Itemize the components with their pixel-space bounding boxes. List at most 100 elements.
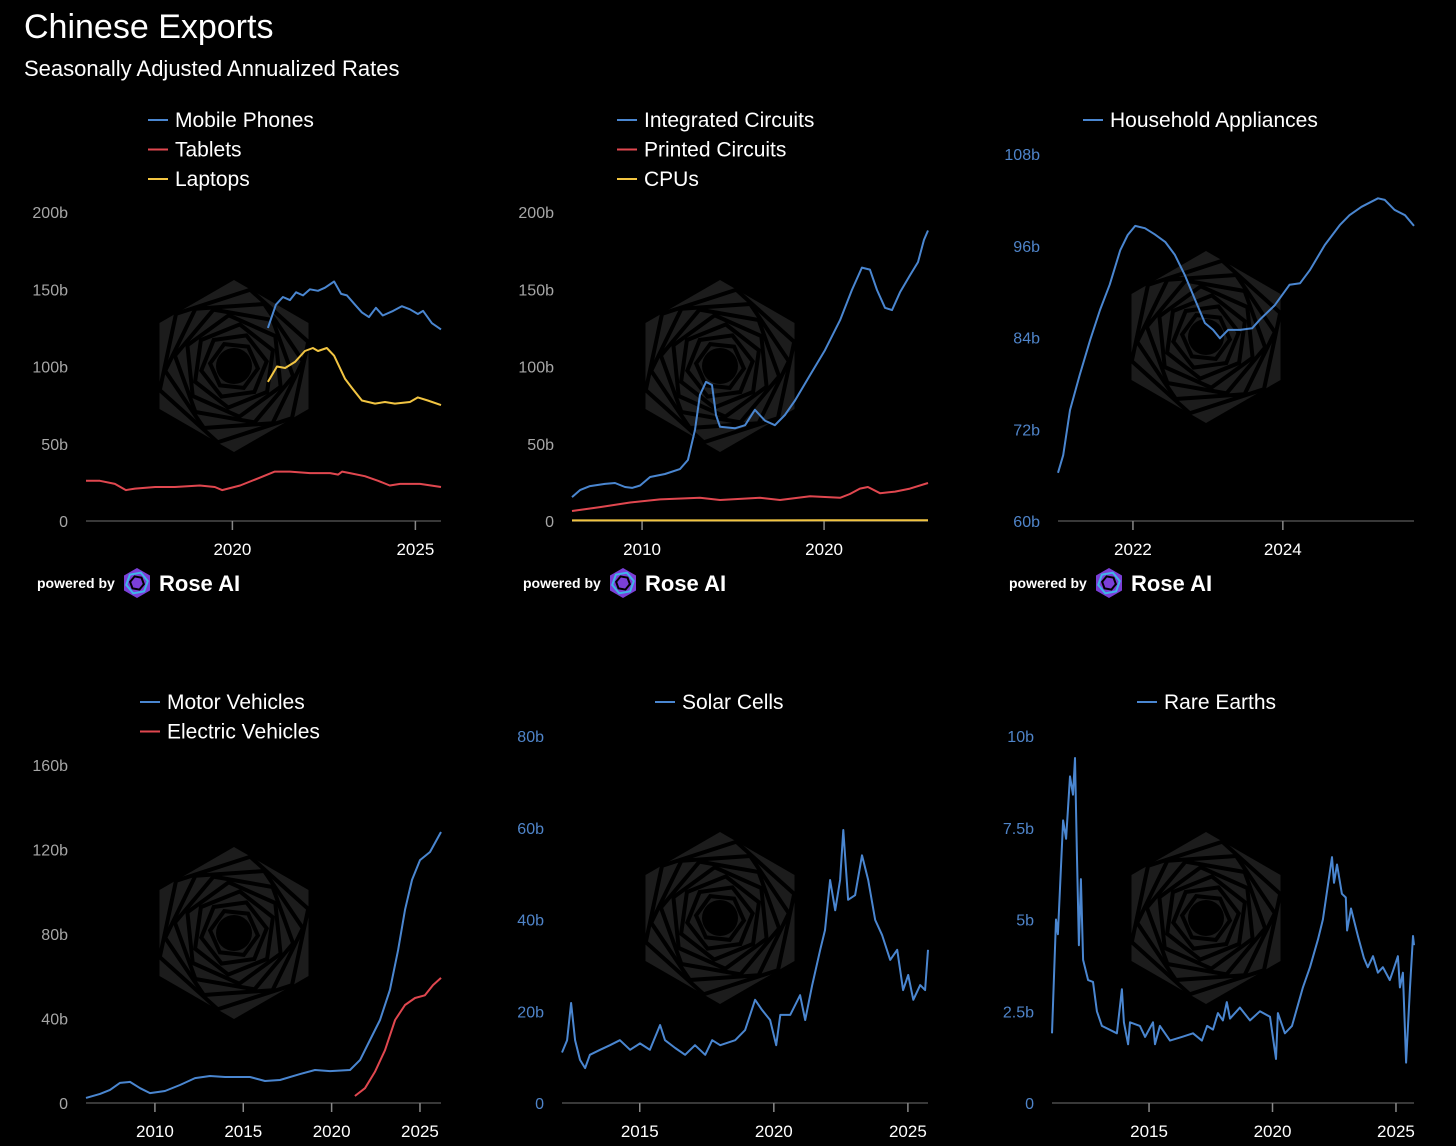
legend-label: Electric Vehicles [167,721,320,744]
legend-label: Rare Earths [1164,691,1276,714]
powered-by-label: powered by [1009,575,1087,591]
brand-name: Rose AI [1131,571,1212,596]
y-tick-label: 72b [1013,422,1040,439]
series-line-tablets [86,470,442,492]
rose-ai-logo-icon [124,568,150,598]
y-tick-label: 120b [32,843,68,860]
legend-label: Integrated Circuits [644,109,814,132]
legend-label: Printed Circuits [644,139,786,162]
x-tick-label: 2025 [396,540,434,559]
series-line-motor-vehicles [85,831,442,1099]
x-tick-label: 2020 [1254,1122,1292,1141]
x-tick-label: 2025 [1377,1122,1415,1141]
watermark-logo-icon [1129,832,1283,1004]
watermark-logo-icon [643,832,797,1004]
series-line-integrated-circuits [571,230,929,498]
y-tick-label: 100b [518,360,554,377]
legend-item[interactable]: CPUs [617,168,699,191]
chart-panel-4: 0 40b 80b 120b 160b 2010 2015 2020 2025 Motor Veh… [32,691,442,1141]
series-line-household-appliances [1057,197,1415,474]
legend-label: Motor Vehicles [167,691,305,714]
y-tick-label: 40b [41,1012,68,1029]
x-tick-label: 2025 [401,1122,439,1141]
chart-panel-3: 60b 72b 84b 96b 108b 2022 2024 Household Applia… [1004,109,1415,598]
legend-label: Laptops [175,168,250,191]
brand-name: Rose AI [645,571,726,596]
x-tick-label: 2010 [623,540,661,559]
page-subtitle: Seasonally Adjusted Annualized Rates [24,56,399,81]
legend-item[interactable]: Integrated Circuits [617,109,814,132]
legend-label: Tablets [175,139,242,162]
powered-by-label: powered by [523,575,601,591]
powered-by-badge[interactable]: powered by Rose AI [523,568,726,598]
series-line-electric-vehicles [354,977,442,1097]
chart-panel-6: 0 2.5b 5b 7.5b 10b 2015 2020 2025 Rare Earths [1003,691,1415,1141]
powered-by-badge[interactable]: powered by Rose AI [1009,568,1212,598]
legend-item[interactable]: Mobile Phones [148,109,314,132]
legend-label: Solar Cells [682,691,784,714]
legend-item[interactable]: Household Appliances [1083,109,1318,132]
series-line-rare-earths [1051,757,1415,1064]
y-tick-label: 50b [41,437,68,454]
y-tick-label: 100b [32,360,68,377]
page-title: Chinese Exports [24,8,273,46]
y-tick-label: 0 [535,1096,544,1113]
y-tick-label: 150b [32,282,68,299]
series-line-laptops [267,347,442,407]
legend-label: Household Appliances [1110,109,1318,132]
watermark-logo-icon [157,280,311,452]
legend-item[interactable]: Tablets [148,139,242,162]
x-tick-label: 2022 [1114,540,1152,559]
powered-by-label: powered by [37,575,115,591]
y-tick-label: 10b [1007,729,1034,746]
x-tick-label: 2015 [224,1122,262,1141]
legend-item[interactable]: Printed Circuits [617,139,786,162]
chart-panel-2: 0 50b 100b 150b 200b 2010 2020 Integrated Circu… [518,109,929,598]
legend-item[interactable]: Motor Vehicles [140,691,305,714]
y-tick-label: 60b [517,821,544,838]
y-tick-label: 5b [1016,913,1034,930]
x-tick-label: 2015 [621,1122,659,1141]
y-tick-label: 40b [517,913,544,930]
series-line-printed-circuits [571,482,929,512]
x-tick-label: 2015 [1130,1122,1168,1141]
rose-ai-logo-icon [1096,568,1122,598]
y-tick-label: 0 [1025,1096,1034,1113]
y-tick-label: 60b [1013,514,1040,531]
y-tick-label: 2.5b [1003,1004,1034,1021]
legend-item[interactable]: Rare Earths [1137,691,1276,714]
legend-item[interactable]: Solar Cells [655,691,784,714]
rose-ai-logo-icon [610,568,636,598]
y-tick-label: 150b [518,282,554,299]
y-tick-label: 20b [517,1004,544,1021]
y-tick-label: 84b [1013,331,1040,348]
series-line-solar-cells [561,829,929,1070]
brand-name: Rose AI [159,571,240,596]
y-tick-label: 0 [545,514,554,531]
watermark-logo-icon [643,280,797,452]
y-tick-label: 50b [527,437,554,454]
y-tick-label: 160b [32,758,68,775]
chart-panel-1: 0 50b 100b 150b 200b 2020 2025 Mobile Phones Tab… [32,109,442,598]
y-tick-label: 80b [41,927,68,944]
y-tick-label: 96b [1013,239,1040,256]
chart-panel-5: 0 20b 40b 60b 80b 2015 2020 2025 Solar Cells [517,691,929,1141]
x-tick-label: 2020 [313,1122,351,1141]
x-tick-label: 2020 [213,540,251,559]
y-tick-label: 0 [59,1096,68,1113]
y-tick-label: 0 [59,514,68,531]
y-tick-label: 200b [518,205,554,222]
x-tick-label: 2024 [1264,540,1302,559]
series-line-mobile-phones [266,280,442,331]
watermark-logo-icon [157,847,311,1019]
x-tick-label: 2010 [136,1122,174,1141]
x-tick-label: 2020 [805,540,843,559]
legend-label: CPUs [644,168,699,191]
powered-by-badge[interactable]: powered by Rose AI [37,568,240,598]
y-tick-label: 200b [32,205,68,222]
legend-item[interactable]: Electric Vehicles [140,721,320,744]
legend-item[interactable]: Laptops [148,168,250,191]
watermark-logo-icon [1129,251,1283,423]
y-tick-label: 108b [1004,147,1040,164]
